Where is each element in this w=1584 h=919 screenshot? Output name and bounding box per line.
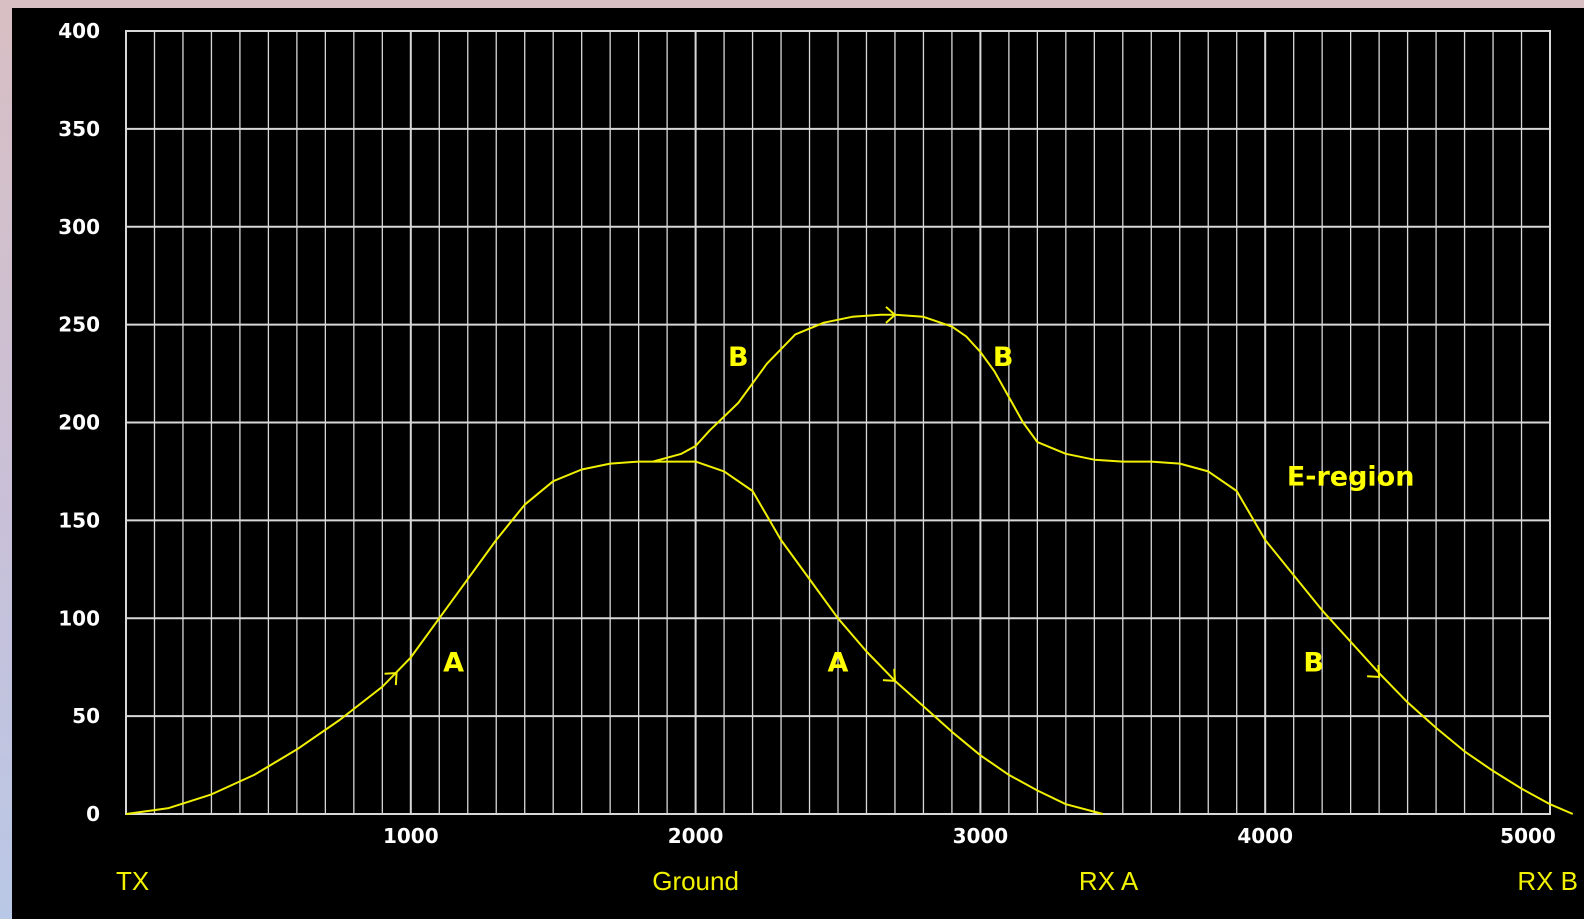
ray-path-2 [652,313,1574,815]
arrow-head [1367,664,1381,679]
y-tick-label: 100 [58,606,100,630]
annotations: A A B B B E-region [443,342,1414,678]
x-tick-label: 3000 [953,824,1009,848]
y-tick-label: 400 [58,19,100,43]
arrow-head [885,306,897,324]
curve-annotation: B [993,342,1014,373]
arrow-head [882,668,897,682]
ground-label: Ground [652,866,739,896]
x-tick-label: 1000 [383,824,439,848]
ground-label: TX [116,866,149,896]
curve-annotation: A [443,647,464,678]
x-tick-label: 5000 [1500,824,1556,848]
y-tick-label: 200 [58,411,100,435]
y-tick-label: 150 [58,508,100,532]
curve-annotation: A [828,647,849,678]
tick-labels: 0 50 100 150 200 250 300 350 400 1000 2000 3000 4000… [58,19,1556,848]
x-tick-label: 2000 [668,824,724,848]
ground-label: RX A [1079,866,1139,896]
direction-arrows [384,306,1381,686]
grid [125,30,1551,815]
direction-arrow [1367,664,1381,679]
y-tick-label: 250 [58,313,100,337]
ground-label: RX B [1517,866,1578,896]
direction-arrow [384,671,398,686]
direction-arrow [882,668,897,682]
y-tick-label: 0 [86,802,100,826]
plot-frame [125,30,1551,815]
curve-annotation: E-region [1287,461,1415,492]
y-tick-label: 350 [58,117,100,141]
ray-path-1 [125,460,1104,815]
ray-paths [125,313,1574,815]
direction-arrow [885,306,897,324]
arrow-head [384,671,398,686]
curve-annotation: B [1303,647,1324,678]
curve-annotation: B [728,342,749,373]
x-tick-label: 4000 [1237,824,1293,848]
ground-labels: TX Ground RX A RX B [116,866,1578,896]
y-tick-label: 50 [72,704,100,728]
y-tick-label: 300 [58,215,100,239]
